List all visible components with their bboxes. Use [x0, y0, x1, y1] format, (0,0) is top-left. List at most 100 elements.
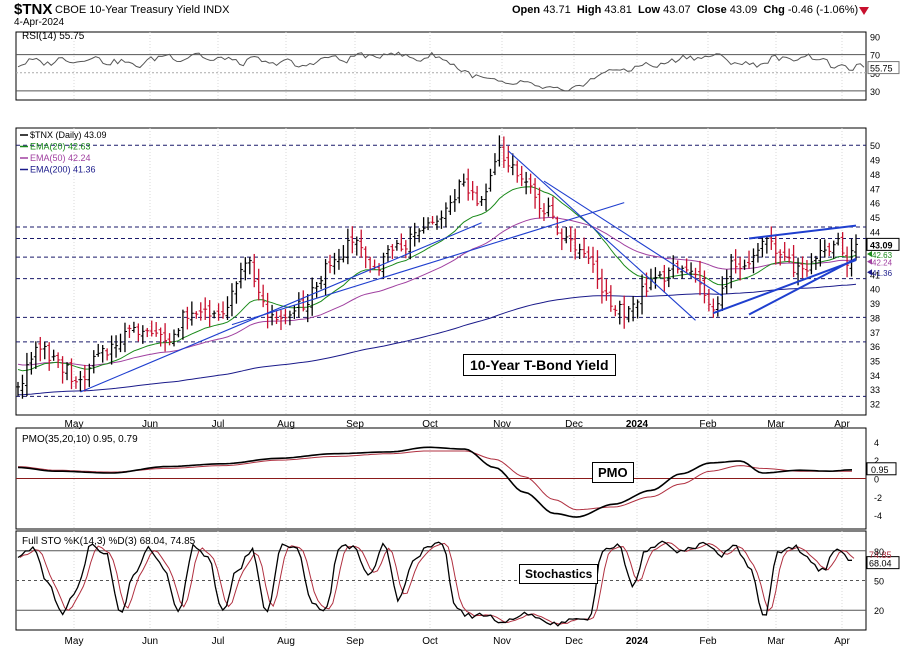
price-legend-text-2: EMA(50) 42.24	[30, 153, 91, 163]
ohlc-bar	[221, 301, 226, 319]
ohlc-bar	[680, 265, 685, 279]
ohlc-bar	[359, 229, 364, 258]
ohlc-bar	[457, 179, 462, 204]
ohlc-bar	[109, 335, 114, 365]
price-legend-text-3: EMA(200) 41.36	[30, 165, 96, 175]
sto-legend-text: Full STO %K(14,3) %D(3) 68.04, 74.85	[22, 536, 196, 547]
rsi-line	[17, 51, 865, 92]
ohlc-bar	[216, 303, 221, 321]
ohlc-bar	[198, 302, 203, 321]
close-value: 43.09	[729, 4, 758, 16]
ohlc-bar	[381, 252, 386, 279]
price-tick-37: 37	[870, 328, 880, 338]
trendline	[748, 257, 857, 316]
symbol-label: $TNX	[14, 1, 53, 18]
trendline	[231, 202, 625, 326]
ohlc-bar	[265, 292, 270, 329]
chg-value: -0.46 (-1.06%)	[787, 4, 859, 16]
x-tick-label-bottom-May: May	[65, 636, 84, 647]
ohlc-bar	[328, 254, 333, 274]
ohlc-bar	[345, 228, 350, 265]
ohlc-bar	[252, 253, 257, 288]
x-tick-label-bottom-Dec: Dec	[565, 636, 583, 647]
ohlc-bar	[443, 202, 448, 228]
pmo-legend-text: PMO(35,20,10) 0.95, 0.79	[22, 434, 138, 445]
rsi-layer	[17, 51, 865, 92]
ohlc-bar	[466, 168, 471, 201]
price-title-box: 10-Year T-Bond Yield	[463, 354, 616, 376]
ohlc-bar	[261, 284, 266, 308]
ohlc-bar	[733, 249, 738, 274]
trendline	[80, 222, 482, 393]
ohlc-bar	[506, 145, 511, 173]
ohlc-bar	[693, 267, 698, 283]
ohlc-bar	[854, 234, 858, 261]
ohlc-bar	[479, 196, 484, 206]
x-tick-label-bottom-Oct: Oct	[422, 636, 438, 647]
ohlc-bar	[270, 304, 275, 326]
ohlc-bar	[595, 250, 600, 289]
price-tick-35: 35	[870, 356, 880, 366]
price-tick-47: 47	[870, 184, 880, 194]
x-tick-label-Mar: Mar	[767, 419, 785, 430]
ohlc-bar	[546, 197, 551, 217]
x-tick-label-Jul: Jul	[212, 419, 225, 430]
ohlc-bar	[524, 171, 529, 195]
ohlc-bar	[363, 246, 368, 269]
price-tick-34: 34	[870, 371, 880, 381]
ohlc-bar	[247, 257, 252, 275]
ohlc-bar	[533, 178, 538, 209]
ohlc-bar	[421, 217, 426, 234]
close-value-label: 43.09	[870, 240, 893, 250]
chart-header: $TNX CBOE 10-Year Treasury Yield INDX 4-…	[0, 0, 900, 30]
ohlc-bar	[800, 256, 805, 279]
ohlc-bar	[706, 288, 711, 312]
ohlc-bar	[385, 245, 390, 262]
sto-tick-20: 20	[874, 606, 884, 616]
ohlc-bar	[301, 290, 306, 312]
ohlc-bar	[764, 236, 769, 254]
symbol-name: CBOE 10-Year Treasury Yield INDX	[55, 4, 230, 16]
ohlc-bar	[140, 325, 145, 344]
ohlc-bar	[225, 296, 230, 320]
ohlc-bar	[452, 189, 457, 212]
ohlc-bar	[845, 246, 850, 278]
ohlc-bar	[105, 348, 110, 361]
ohlc-bar	[354, 236, 359, 256]
ohlc-bar	[158, 327, 163, 347]
ohlc-bar	[635, 299, 640, 319]
ohlc-bar	[319, 275, 324, 290]
sto-d-value-label: 74.85	[869, 550, 892, 560]
x-tick-label-bottom-Mar: Mar	[767, 636, 785, 647]
ohlc-bar	[332, 252, 337, 275]
ohlc-bar	[238, 262, 243, 289]
value-pointer-icon	[867, 250, 872, 257]
ohlc-bar	[243, 257, 248, 281]
ohlc-bar	[501, 136, 506, 168]
ohlc-bar	[296, 292, 301, 318]
ohlc-bar	[773, 235, 778, 265]
ohlc-bar	[831, 240, 836, 259]
trendline	[748, 224, 857, 240]
price-legend-text-0: $TNX (Daily) 43.09	[30, 130, 107, 140]
ohlc-bar	[484, 183, 489, 211]
ohlc-bar	[154, 322, 159, 337]
ohlc-bar	[840, 232, 845, 256]
chart-date: 4-Apr-2024	[14, 17, 65, 28]
ohlc-bar	[256, 268, 261, 301]
x-tick-label-Feb: Feb	[699, 419, 717, 430]
ohlc-bar	[82, 364, 87, 392]
ohlc-bar	[51, 349, 56, 361]
ohlc-bar	[787, 248, 792, 263]
ohlc-bar	[528, 173, 533, 194]
price-tick-45: 45	[870, 213, 880, 223]
ohlc-bar	[350, 226, 355, 254]
x-tick-label-2024: 2024	[626, 419, 649, 430]
ohlc-bar	[20, 374, 25, 399]
ohlc-bar	[430, 216, 435, 225]
ohlc-bar	[122, 322, 127, 353]
rsi-value-label: 55.75	[870, 64, 893, 74]
pmo-tick-0: 0	[874, 475, 879, 485]
ohlc-bar	[470, 181, 475, 201]
ohlc-bar	[541, 203, 546, 221]
